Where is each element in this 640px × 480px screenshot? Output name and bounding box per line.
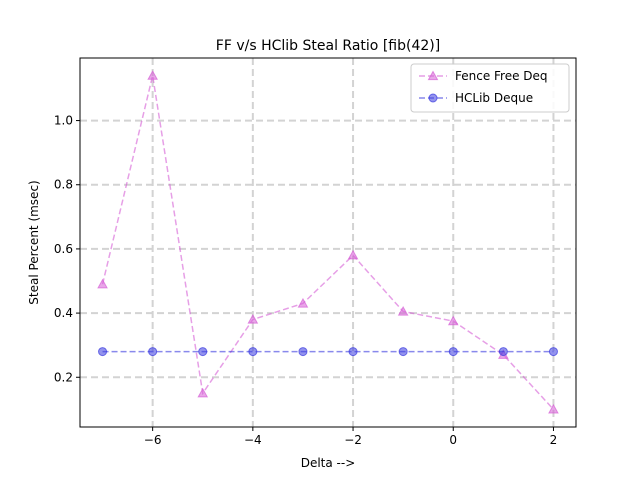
y-tick-label: 0.6	[54, 242, 73, 256]
legend-marker	[428, 93, 438, 103]
data-point	[347, 249, 359, 260]
y-tick-label: 1.0	[54, 114, 73, 128]
data-point	[548, 347, 558, 357]
data-point	[198, 347, 208, 357]
legend-label: Fence Free Deq	[455, 69, 548, 83]
chart-title: FF v/s HClib Steal Ratio [fib(42)]	[216, 38, 440, 54]
data-point	[148, 347, 158, 357]
series-layer	[97, 70, 559, 414]
data-point	[197, 387, 209, 398]
series-line	[101, 75, 555, 410]
data-point	[448, 347, 458, 357]
data-point	[447, 315, 459, 326]
legend-label: HCLib Deque	[455, 91, 533, 105]
x-tick-label: −6	[144, 433, 162, 447]
y-axis-label: Steal Percent (msec)	[27, 180, 41, 304]
plot-area-frame	[79, 57, 577, 428]
data-point	[247, 313, 259, 324]
data-point	[498, 347, 508, 357]
data-point	[397, 305, 409, 316]
x-tick-label: 0	[449, 433, 457, 447]
x-tick-label: −2	[344, 433, 362, 447]
data-point	[398, 347, 408, 357]
series-hclib-deque	[98, 347, 558, 357]
y-tick-label: 0.4	[54, 306, 73, 320]
legend-marker	[427, 70, 439, 81]
y-tick-label: 0.8	[54, 178, 73, 192]
legend: Fence Free Deq HCLib Deque	[410, 63, 570, 113]
data-point	[298, 347, 308, 357]
x-tick-label: 2	[550, 433, 558, 447]
data-point	[348, 347, 358, 357]
y-tick-label: 0.2	[54, 370, 73, 384]
data-point	[297, 297, 309, 308]
data-point	[147, 70, 158, 80]
legend-box	[410, 63, 570, 113]
data-point	[98, 347, 108, 357]
x-tick-label: −4	[244, 433, 262, 447]
x-axis-label: Delta -->	[301, 456, 356, 470]
data-point	[97, 278, 108, 289]
ticks: −6 −4 −2 0 2 0.2 0.4 0.6 0.8 1.0	[54, 114, 557, 447]
data-point	[248, 347, 258, 357]
data-point	[548, 403, 559, 414]
series-fence-free-deq	[97, 70, 559, 414]
grid	[80, 58, 576, 427]
